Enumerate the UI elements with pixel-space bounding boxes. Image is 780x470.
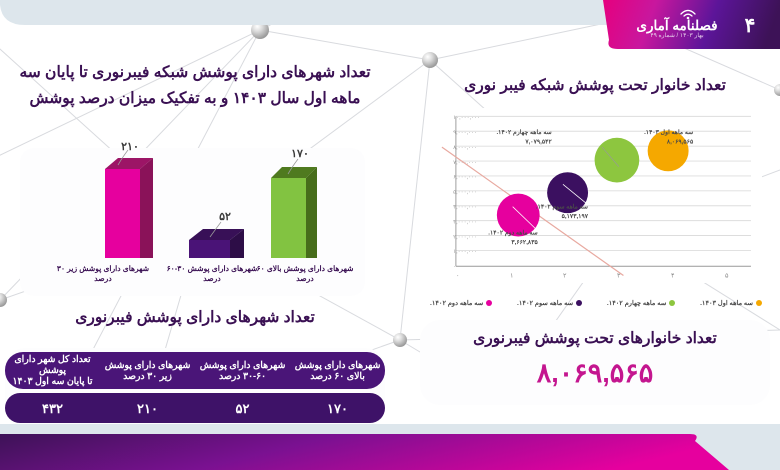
svg-text:سه ماهه اول ۱۴۰۳.: سه ماهه اول ۱۴۰۳. bbox=[644, 129, 693, 136]
svg-text:۸,۰۰۰,۰۰۰: ۸,۰۰۰,۰۰۰ bbox=[453, 145, 477, 151]
svg-text:۲۱۰: ۲۱۰ bbox=[121, 141, 139, 153]
svg-text:۵,۱۷۳,۱۹۷: ۵,۱۷۳,۱۹۷ bbox=[562, 213, 589, 220]
svg-text:۱,۰۰۰,۰۰۰: ۱,۰۰۰,۰۰۰ bbox=[453, 249, 477, 255]
svg-text:سه ماهه چهارم ۱۴۰۲.: سه ماهه چهارم ۱۴۰۲. bbox=[496, 129, 551, 136]
svg-text:سه ماهه دوم ۱۴۰۲.: سه ماهه دوم ۱۴۰۲. bbox=[488, 230, 538, 237]
svg-text:۳,۶۶۲,۸۳۵: ۳,۶۶۲,۸۳۵ bbox=[511, 239, 538, 246]
svg-text:۹,۰۰۰,۰۰۰: ۹,۰۰۰,۰۰۰ bbox=[453, 130, 477, 136]
svg-text:۵۲: ۵۲ bbox=[219, 211, 231, 223]
svg-text:۴,۰۰۰,۰۰۰: ۴,۰۰۰,۰۰۰ bbox=[453, 205, 477, 211]
svg-text:۳,۰۰۰,۰۰۰: ۳,۰۰۰,۰۰۰ bbox=[453, 219, 477, 225]
svg-text:۱۰,۰۰۰,۰۰۰: ۱۰,۰۰۰,۰۰۰ bbox=[453, 115, 480, 121]
svg-text:۰: ۰ bbox=[456, 272, 460, 279]
svg-text:۸,۰۶۹,۵۶۵: ۸,۰۶۹,۵۶۵ bbox=[666, 138, 694, 145]
svg-text:۲,۰۰۰,۰۰۰: ۲,۰۰۰,۰۰۰ bbox=[453, 234, 477, 240]
svg-text:۴: ۴ bbox=[671, 272, 675, 279]
svg-text:۰: ۰ bbox=[453, 264, 456, 270]
svg-text:۵,۰۰۰,۰۰۰: ۵,۰۰۰,۰۰۰ bbox=[453, 190, 477, 196]
svg-text:۵: ۵ bbox=[725, 272, 729, 279]
svg-text:۱: ۱ bbox=[510, 272, 513, 279]
svg-text:۲: ۲ bbox=[563, 272, 567, 279]
svg-text:۶,۰۰۰,۰۰۰: ۶,۰۰۰,۰۰۰ bbox=[453, 175, 477, 181]
svg-text:۱۷۰: ۱۷۰ bbox=[291, 148, 309, 160]
svg-text:۷,۰۷۹,۵۴۲: ۷,۰۷۹,۵۴۲ bbox=[524, 138, 552, 145]
svg-text:سه ماهه سوم ۱۴۰۲.: سه ماهه سوم ۱۴۰۲. bbox=[536, 204, 588, 211]
